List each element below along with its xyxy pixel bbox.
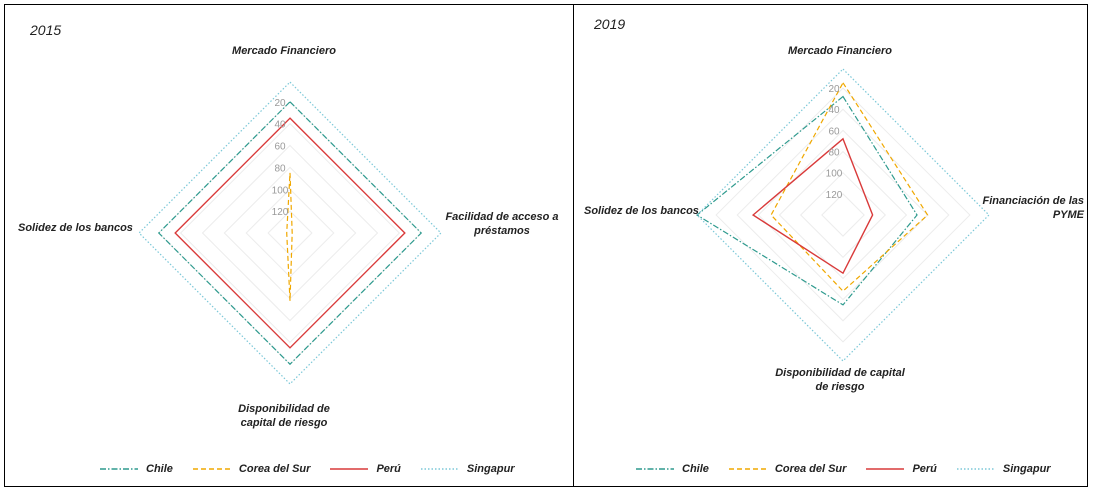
gridline [715, 87, 971, 343]
axis-label-left: Solidez de los bancos [18, 222, 133, 234]
axis-label-bottom: Disponibilidad de capital de riesgo [238, 403, 330, 429]
gridline [201, 144, 379, 322]
legend-item: Corea del Sur [727, 463, 847, 475]
legend: Chile Corea del Sur Perú Singapur [634, 463, 1069, 475]
tick-label: 100 [826, 169, 843, 180]
chart-frame [4, 4, 1088, 487]
legend: Chile Corea del Sur Perú Singapur [98, 463, 533, 475]
gridline [821, 193, 865, 237]
gridline [267, 210, 313, 256]
axis-label-right: Financiación de las PYME [982, 195, 1084, 221]
legend-label: Corea del Sur [238, 463, 311, 475]
tick-label: 120 [272, 207, 289, 218]
legend-swatch [956, 468, 995, 470]
legend-swatch [100, 468, 138, 470]
legend-item: Perú [328, 463, 401, 475]
gridline [223, 166, 357, 300]
legend-label: Singapur [466, 463, 515, 475]
series-per- [751, 137, 874, 275]
radar-panel-2019: 2019 20 40 60 80 100 120 Mercado Financiero F… [574, 4, 1088, 487]
panel-divider [573, 4, 574, 487]
legend-swatch [866, 468, 905, 470]
gridline [245, 188, 335, 278]
radar-chart-svg: 20 40 60 80 100 120 [696, 68, 990, 362]
tick-label: 20 [274, 98, 286, 109]
chart-title: 2019 [594, 16, 626, 32]
tick-label: 60 [828, 126, 840, 137]
legend-item: Singapur [955, 463, 1051, 475]
gridline [799, 171, 887, 259]
chart-title: 2015 [30, 22, 62, 38]
axis-label-bottom: Disponibilidad de capital de riesgo [775, 367, 905, 393]
legend-swatch [192, 468, 231, 470]
radar-panel-2015: 2015 20 40 60 80 100 120 Mercado Financiero F… [4, 4, 573, 487]
legend-item: Corea del Sur [191, 463, 311, 475]
series-singapur [138, 81, 442, 385]
series-corea-del-sur [286, 172, 293, 301]
axis-label-right: Facilidad de acceso a préstamos [445, 211, 559, 237]
legend-label: Corea del Sur [774, 463, 847, 475]
legend-label: Chile [146, 463, 173, 475]
tick-label: 80 [274, 163, 286, 174]
legend-label: Perú [912, 463, 937, 475]
legend-label: Chile [682, 463, 709, 475]
tick-label: 100 [272, 185, 289, 196]
legend-swatch [330, 468, 369, 470]
axis-label-top: Mercado Financiero [788, 45, 892, 57]
axis-label-top: Mercado Financiero [232, 45, 336, 57]
tick-label: 40 [828, 105, 840, 116]
legend-item: Chile [98, 463, 173, 475]
tick-label: 120 [826, 190, 843, 201]
legend-item: Chile [634, 463, 709, 475]
tick-label: 20 [828, 84, 840, 95]
radar-chart-svg: 20 40 60 80 100 120 [138, 81, 442, 385]
legend-swatch [636, 468, 674, 470]
legend-swatch [728, 468, 767, 470]
legend-label: Perú [376, 463, 401, 475]
legend-item: Perú [864, 463, 937, 475]
legend-swatch [420, 468, 459, 470]
series-chile [696, 95, 918, 306]
gridline [158, 101, 422, 365]
gridline [778, 150, 908, 280]
tick-label: 80 [828, 148, 840, 159]
tick-label: 40 [274, 120, 286, 131]
tick-label: 60 [274, 142, 286, 153]
gridline [757, 129, 929, 301]
axis-label-left: Solidez de los bancos [584, 205, 699, 217]
series-singapur [696, 68, 990, 362]
series-per- [174, 117, 406, 349]
series-corea-del-sur [770, 81, 929, 292]
series-chile [157, 100, 423, 366]
gridline [179, 122, 401, 344]
gridline [736, 108, 950, 322]
legend-label: Singapur [1002, 463, 1051, 475]
legend-item: Singapur [419, 463, 515, 475]
